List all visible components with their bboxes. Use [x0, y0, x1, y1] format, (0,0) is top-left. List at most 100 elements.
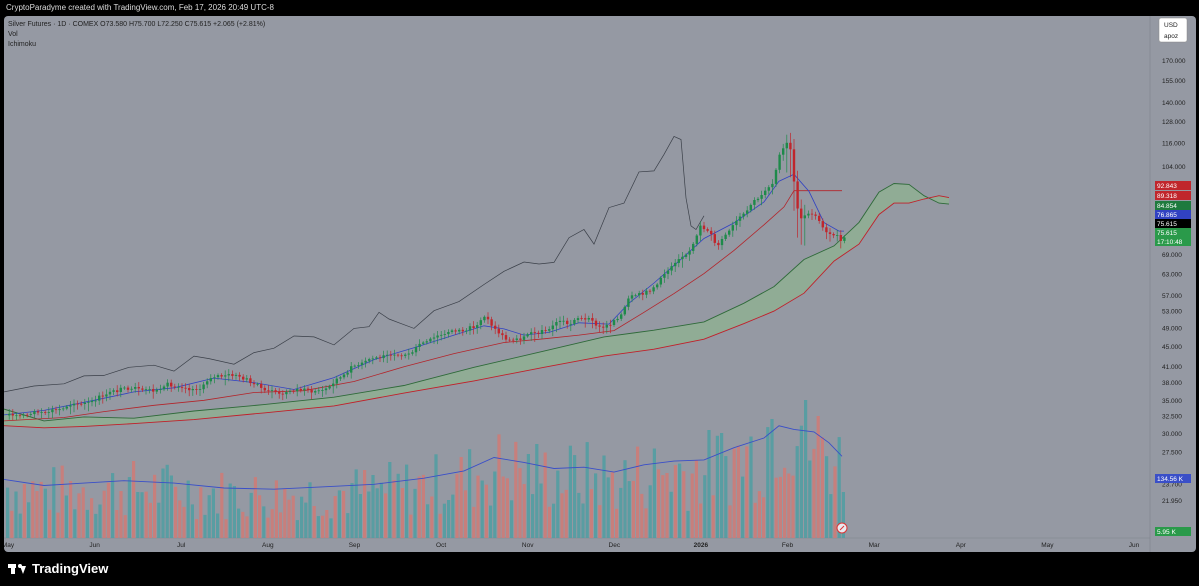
- candle-body: [792, 149, 796, 182]
- currency-box[interactable]: USD apoz: [1158, 17, 1188, 43]
- candle-body: [198, 389, 202, 390]
- volume-bar: [547, 506, 551, 538]
- volume-bar: [669, 491, 673, 538]
- candle-body: [33, 411, 36, 415]
- time-tick-label: Jun: [89, 542, 100, 549]
- volume-bar: [279, 512, 283, 538]
- candle-body: [177, 387, 180, 388]
- candle-body: [522, 336, 526, 340]
- candle-body: [612, 320, 616, 325]
- volume-bar: [749, 436, 753, 538]
- candle-body: [821, 221, 824, 228]
- volume-label: 5.95 K: [1155, 527, 1191, 536]
- price-tick-label: 69.000: [1162, 252, 1182, 259]
- candle-body: [839, 235, 842, 241]
- volume-bar: [350, 483, 354, 538]
- volume-bar: [594, 473, 598, 538]
- candle-body: [432, 337, 436, 339]
- volume-bar: [52, 467, 56, 538]
- volume-bar: [745, 446, 749, 538]
- candle-body: [728, 230, 731, 235]
- volume-bar: [421, 474, 425, 538]
- leading-span-b-line: [4, 195, 950, 429]
- volume-bar: [451, 494, 455, 538]
- candle-body: [461, 329, 464, 332]
- candle-body: [375, 357, 378, 359]
- volume-bar: [157, 502, 161, 538]
- volume-bar: [199, 487, 203, 538]
- candle-body: [101, 395, 104, 397]
- candle-body: [144, 389, 148, 390]
- candle-body: [274, 390, 277, 392]
- candle-body: [69, 405, 72, 407]
- candle-body: [688, 250, 691, 255]
- volume-bar: [43, 488, 47, 538]
- candle-body: [796, 181, 799, 209]
- candle-body: [569, 323, 572, 325]
- price-tick-label: 53.000: [1162, 309, 1182, 316]
- candle-body: [303, 388, 306, 391]
- conversion-line: [4, 173, 844, 416]
- volume-bar: [31, 481, 35, 538]
- volume-bar: [606, 477, 610, 538]
- chart-frame[interactable]: 170.000 155.000 140.000 128.000 116.000 104.0…: [4, 16, 1196, 552]
- volume-bar: [228, 483, 232, 538]
- price-label-text: 76.865: [1157, 212, 1177, 219]
- candle-body: [771, 183, 774, 188]
- price-label-text: 89.318: [1157, 193, 1177, 200]
- volume-bar: [564, 489, 568, 538]
- volume-bar: [64, 495, 68, 538]
- candle-body: [652, 287, 655, 292]
- volume-bar: [190, 504, 194, 538]
- candle-body: [76, 403, 79, 405]
- candle-body: [22, 414, 25, 416]
- price-label-bg: [1155, 219, 1191, 228]
- candle-body: [234, 374, 238, 376]
- tradingview-logo[interactable]: TradingView: [8, 561, 108, 576]
- reset-chart-icon[interactable]: [836, 522, 848, 534]
- candle-body: [720, 239, 724, 246]
- price-tick-label: 32.500: [1162, 414, 1182, 421]
- candle-body: [828, 232, 832, 234]
- volume-bar: [619, 487, 623, 538]
- candle-body: [209, 378, 212, 382]
- volume-bar: [657, 469, 661, 538]
- candle-body: [825, 227, 828, 233]
- volume-bar: [388, 462, 392, 538]
- candle-body: [634, 295, 637, 297]
- time-tick-label: Aug: [262, 542, 274, 549]
- candle-body: [162, 386, 166, 390]
- volume-bar: [207, 495, 211, 538]
- price-tick-label: 57.000: [1162, 293, 1182, 300]
- volume-bar: [337, 490, 341, 538]
- volume-bar: [186, 480, 190, 538]
- volume-bar: [581, 503, 585, 538]
- volume-bar: [459, 457, 463, 538]
- volume-bar: [371, 475, 375, 538]
- candle-body: [94, 400, 97, 402]
- volume-bar: [375, 488, 379, 538]
- candle-body: [620, 314, 623, 319]
- candle-body: [537, 332, 540, 334]
- candle-body: [123, 387, 126, 389]
- candle-body: [515, 338, 518, 340]
- time-tick-label: Dec: [609, 542, 621, 549]
- price-chart[interactable]: 170.000 155.000 140.000 128.000 116.000 104.0…: [4, 16, 1196, 552]
- volume-bar: [476, 475, 480, 538]
- candle-body: [306, 388, 310, 390]
- volume-bar: [287, 499, 291, 538]
- candle-body: [216, 375, 220, 378]
- candle-body: [206, 381, 209, 385]
- volume-bar: [174, 486, 178, 538]
- volume-bar: [652, 448, 656, 538]
- candle-body: [382, 355, 385, 359]
- price-label-text: 17:10:48: [1157, 239, 1183, 246]
- candle-body: [249, 378, 252, 384]
- tradingview-logo-icon: [8, 562, 26, 576]
- volume-bar: [300, 496, 304, 538]
- price-label-bg: [1155, 201, 1191, 210]
- volume-bar: [577, 492, 581, 538]
- candle-body: [339, 377, 342, 379]
- candle-body: [159, 389, 162, 390]
- volume-ma-line: [4, 425, 843, 490]
